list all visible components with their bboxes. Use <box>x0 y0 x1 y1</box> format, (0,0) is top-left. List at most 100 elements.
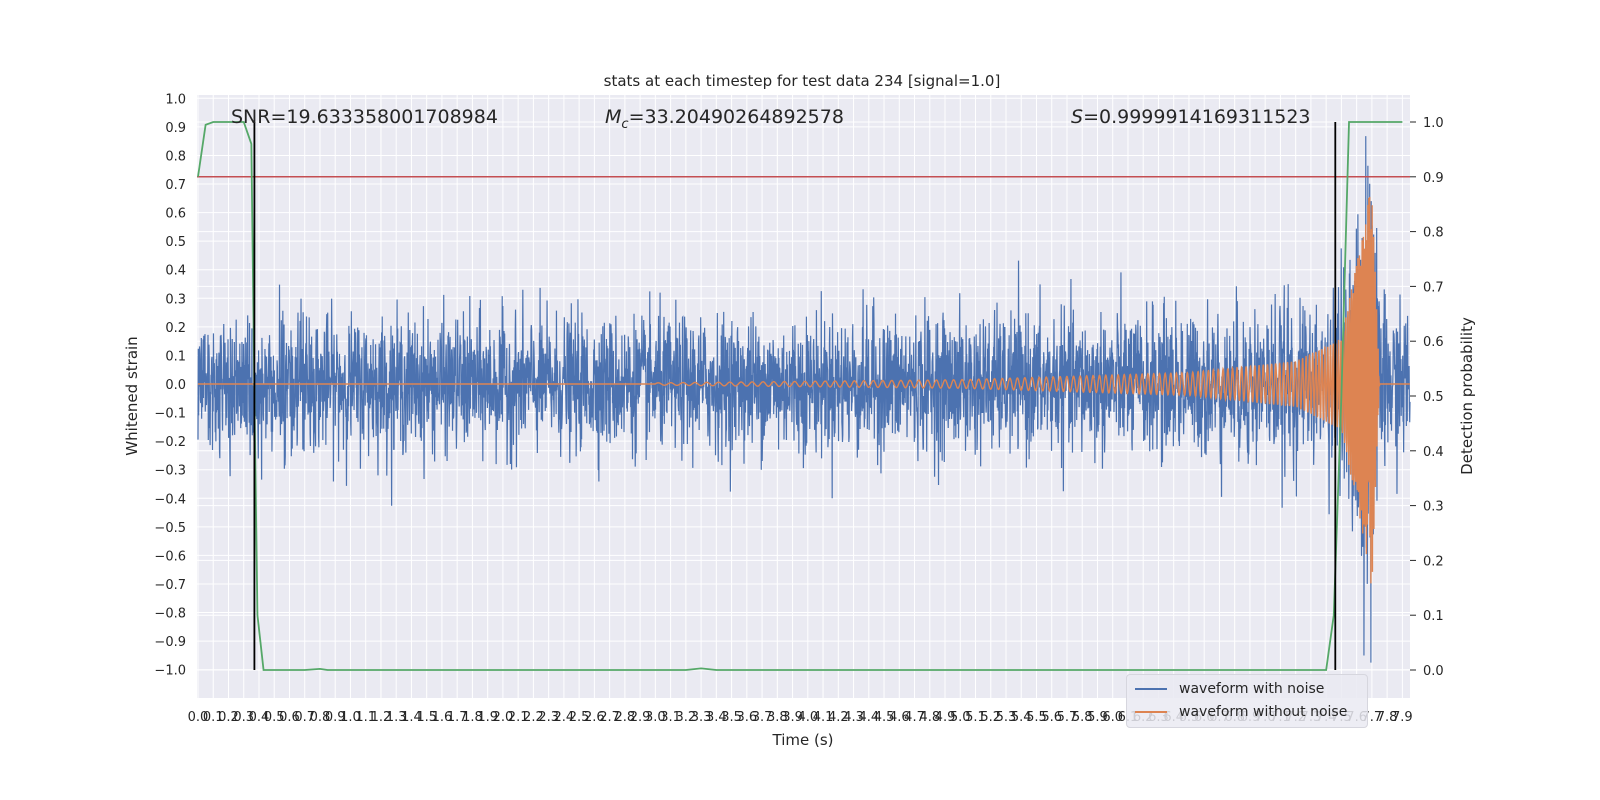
legend-swatch-clean <box>1135 711 1167 713</box>
x-tick-label: 4.4 <box>858 710 879 725</box>
x-tick-label: 1.1 <box>355 710 376 725</box>
y-left-tick-label: 0.4 <box>165 264 186 279</box>
y-right-tick-label: 0.5 <box>1423 390 1444 405</box>
x-tick-label: 3.3 <box>691 710 712 725</box>
y-left-tick-label: −0.9 <box>154 635 186 650</box>
y-left-tick-label: −0.1 <box>154 407 186 422</box>
x-tick-label: 0.7 <box>294 710 315 725</box>
y-left-tick-label: 0.2 <box>165 321 186 336</box>
y-right-tick-label: 0.4 <box>1423 445 1444 460</box>
x-tick-label: 0.8 <box>310 710 331 725</box>
y-axis-left-label: Whitened strain <box>123 336 141 455</box>
x-tick-label: 4.8 <box>919 710 940 725</box>
x-tick-label: 5.5 <box>1026 710 1047 725</box>
noise-waveform-line <box>197 136 1411 663</box>
y-right-tick-label: 0.0 <box>1423 664 1444 679</box>
x-tick-label: 2.3 <box>538 710 559 725</box>
y-left-tick-label: 0.3 <box>165 292 186 307</box>
x-tick-label: 1.4 <box>401 710 422 725</box>
x-tick-label: 2.9 <box>630 710 651 725</box>
y-left-tick-label: −1.0 <box>154 664 186 679</box>
x-tick-label: 4.3 <box>843 710 864 725</box>
chart-title: stats at each timestep for test data 234… <box>604 72 1001 90</box>
legend-item-clean: waveform without noise <box>1135 701 1347 723</box>
x-tick-label: 2.1 <box>508 710 529 725</box>
vertical-markers <box>253 122 1337 670</box>
x-tick-label: 2.2 <box>523 710 544 725</box>
x-tick-label: 4.2 <box>828 710 849 725</box>
signal-score-symbol: S <box>1071 106 1083 128</box>
y-left-tick-label: −0.5 <box>154 521 186 536</box>
y-left-tick-label: 0.8 <box>165 149 186 164</box>
x-tick-label: 1.3 <box>386 710 407 725</box>
x-tick-label: 2.4 <box>554 710 575 725</box>
y-axis-right-label: Detection probability <box>1458 317 1476 475</box>
x-tick-label: 5.2 <box>980 710 1001 725</box>
x-tick-label: 0.4 <box>249 710 270 725</box>
x-tick-label: 4.1 <box>813 710 834 725</box>
x-tick-label: 4.9 <box>935 710 956 725</box>
signal-score-value: =0.9999914169311523 <box>1083 106 1310 128</box>
x-tick-label: 4.5 <box>874 710 895 725</box>
x-tick-label: 2.5 <box>569 710 590 725</box>
legend: waveform with noise waveform without noi… <box>1126 674 1368 728</box>
x-tick-label: 1.9 <box>477 710 498 725</box>
x-tick-label: 5.4 <box>1011 710 1032 725</box>
x-tick-label: 5.6 <box>1041 710 1062 725</box>
signal-score-annotation: S=0.9999914169311523 <box>1071 106 1311 128</box>
x-tick-label: 0.3 <box>233 710 254 725</box>
y-right-tick-label: 0.9 <box>1423 171 1444 186</box>
x-tick-label: 0.1 <box>203 710 224 725</box>
x-tick-label: 0.5 <box>264 710 285 725</box>
x-tick-label: 7.9 <box>1392 710 1413 725</box>
x-tick-label: 3.6 <box>736 710 757 725</box>
x-tick-label: 5.3 <box>996 710 1017 725</box>
x-tick-label: 3.0 <box>645 710 666 725</box>
x-tick-label: 6.0 <box>1102 710 1123 725</box>
chirp-mass-annotation: Mc=33.20490264892578 <box>605 106 844 132</box>
y-right-tick-label: 0.7 <box>1423 280 1444 295</box>
x-tick-label: 1.0 <box>340 710 361 725</box>
y-left-tick-label: −0.8 <box>154 607 186 622</box>
y-left-tick-label: 0.0 <box>165 378 186 393</box>
y-left-tick-label: 0.9 <box>165 121 186 136</box>
y-left-tick-label: 0.5 <box>165 235 186 250</box>
x-tick-label: 4.0 <box>797 710 818 725</box>
y-axis-right-ticks: 1.0 0.9 0.8 0.7 0.6 0.5 0.4 0.3 0.2 0.1 0.0 <box>1410 116 1444 679</box>
y-right-tick-label: 0.1 <box>1423 609 1444 624</box>
x-tick-label: 4.6 <box>889 710 910 725</box>
x-tick-label: 1.5 <box>416 710 437 725</box>
x-tick-label: 4.7 <box>904 710 925 725</box>
x-tick-label: 5.1 <box>965 710 986 725</box>
x-tick-label: 2.0 <box>493 710 514 725</box>
y-axis-left-ticks: 1.0 0.9 0.8 0.7 0.6 0.5 0.4 0.3 0.2 0.1 0.0 −0.1 −0.… <box>154 92 186 678</box>
y-left-tick-label: −0.4 <box>154 492 186 507</box>
y-left-tick-label: −0.2 <box>154 435 186 450</box>
noise-waveform-series <box>197 136 1411 663</box>
x-tick-label: 5.7 <box>1057 710 1078 725</box>
snr-annotation: SNR=19.633358001708984 <box>231 106 498 128</box>
x-tick-label: 0.2 <box>218 710 239 725</box>
y-left-tick-label: −0.3 <box>154 464 186 479</box>
chirp-mass-value: =33.20490264892578 <box>629 106 844 128</box>
x-tick-label: 3.7 <box>752 710 773 725</box>
legend-label-noise: waveform with noise <box>1179 681 1325 697</box>
x-tick-label: 7.8 <box>1377 710 1398 725</box>
y-right-tick-label: 0.2 <box>1423 554 1444 569</box>
chirp-mass-symbol: M <box>605 106 621 128</box>
x-tick-label: 1.6 <box>432 710 453 725</box>
x-tick-label: 2.7 <box>599 710 620 725</box>
y-left-tick-label: −0.7 <box>154 578 186 593</box>
x-tick-label: 3.2 <box>676 710 697 725</box>
x-tick-label: 0.6 <box>279 710 300 725</box>
legend-item-noise: waveform with noise <box>1135 678 1324 700</box>
y-right-tick-label: 0.3 <box>1423 500 1444 515</box>
x-tick-label: 1.7 <box>447 710 468 725</box>
clean-waveform-line <box>198 196 1410 584</box>
x-axis-label: Time (s) <box>772 731 834 749</box>
y-left-tick-label: 0.6 <box>165 207 186 222</box>
chirp-mass-subscript: c <box>621 117 628 132</box>
x-tick-label: 2.8 <box>615 710 636 725</box>
x-tick-label: 0.0 <box>188 710 209 725</box>
